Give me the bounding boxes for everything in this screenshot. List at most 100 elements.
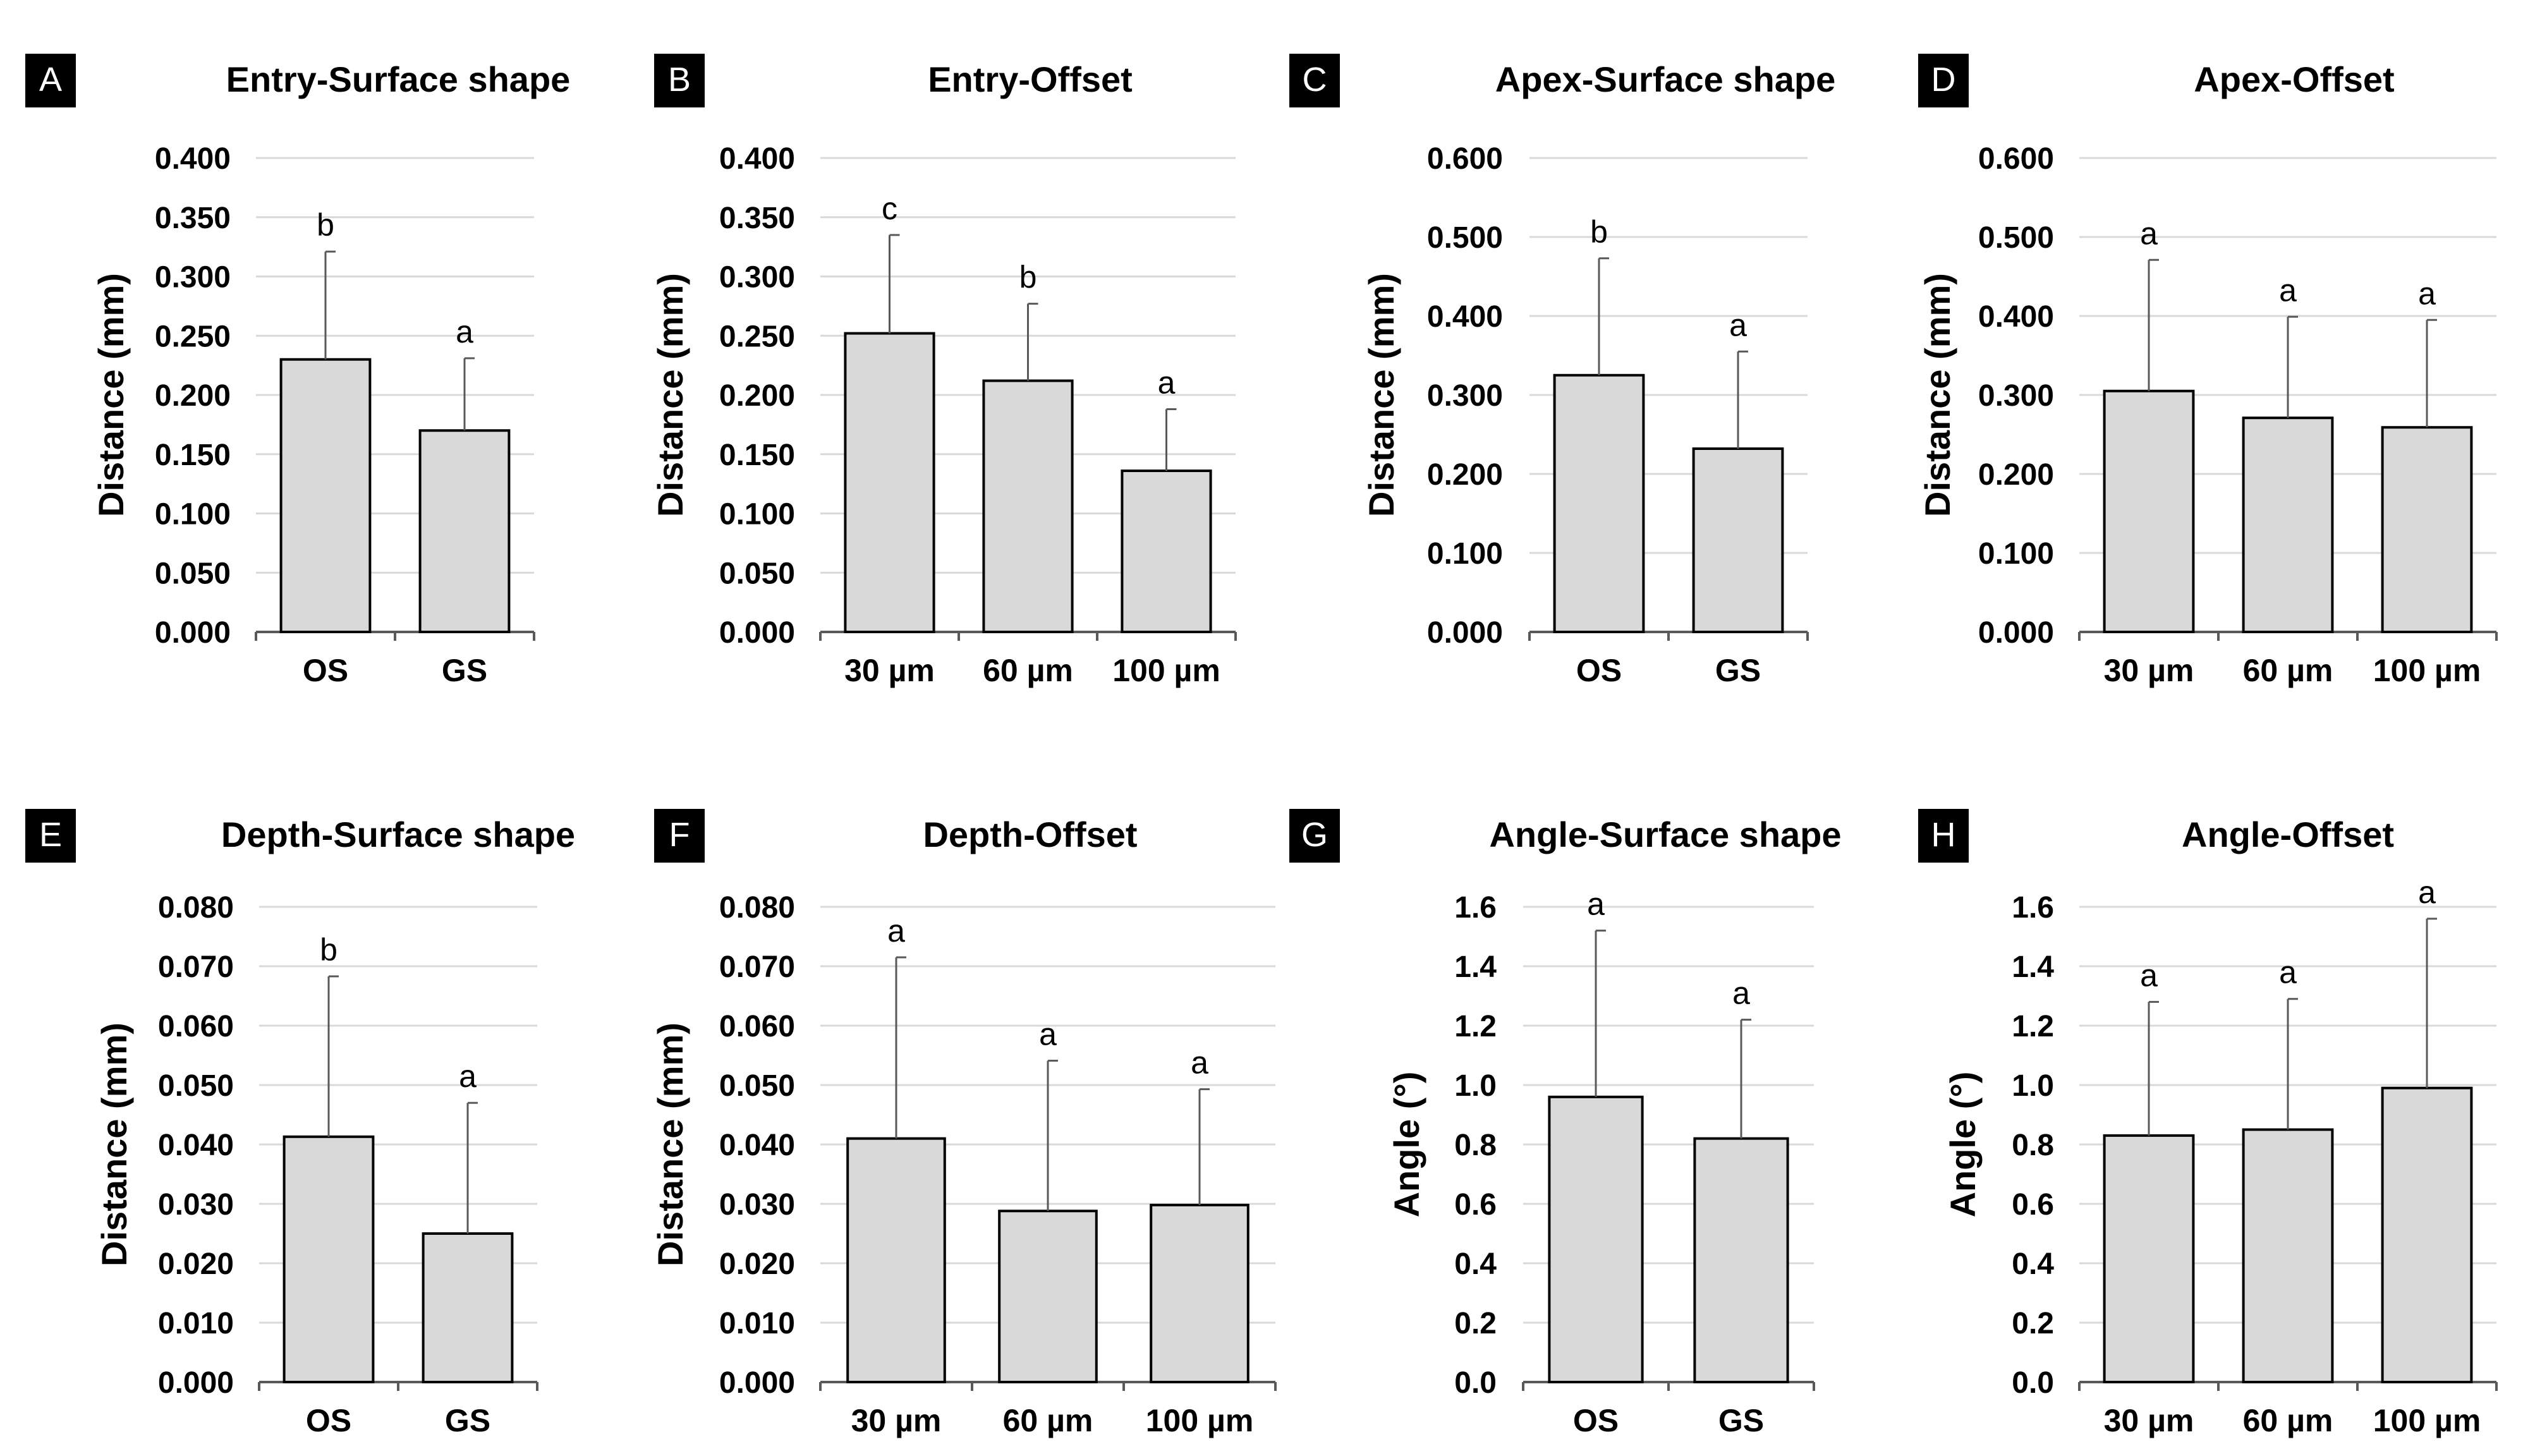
- y-tick-label: 0.400: [155, 142, 231, 176]
- significance-letter: a: [887, 913, 905, 949]
- y-tick-label: 0.010: [158, 1307, 234, 1340]
- y-tick-label: 1.4: [2012, 950, 2054, 984]
- panel-label-box: [25, 809, 76, 863]
- significance-letter: a: [2140, 957, 2158, 993]
- y-tick-label: 0.050: [158, 1069, 234, 1103]
- significance-letter: a: [2418, 875, 2436, 910]
- y-axis-label: Distance (mm): [1361, 273, 1401, 517]
- y-tick-label: 1.6: [2012, 891, 2054, 925]
- y-tick-label: 1.4: [1454, 950, 1497, 984]
- panel-label-box: [1289, 54, 1340, 107]
- y-tick-label: 0.000: [155, 616, 231, 650]
- panel-label: C: [1303, 61, 1327, 99]
- y-axis-label: Distance (mm): [650, 273, 690, 517]
- x-tick-label: 30 µm: [2104, 653, 2194, 688]
- significance-letter: a: [1039, 1016, 1057, 1052]
- panel-label: E: [39, 816, 62, 854]
- y-tick-label: 0.100: [1978, 537, 2054, 571]
- y-tick-label: 1.2: [2012, 1010, 2054, 1043]
- x-tick-label: OS: [306, 1403, 351, 1438]
- y-tick-label: 0.300: [1427, 379, 1503, 413]
- y-tick-label: 1.6: [1454, 891, 1497, 925]
- chart-panel-h: H Angle-Offset 0.0 0.2 0.4 0.6 0.8 1.0 1.2 1.4 1.6…: [1918, 809, 2498, 1438]
- panel-label-box: [654, 54, 705, 107]
- y-axis-label: Distance (mm): [1918, 273, 1957, 517]
- panel-label-box: [1918, 54, 1969, 107]
- y-tick-label: 0.020: [158, 1247, 234, 1281]
- x-tick-label: 60 µm: [983, 653, 1073, 688]
- x-tick-label: 30 µm: [844, 653, 935, 688]
- y-tick-label: 0.020: [719, 1247, 795, 1281]
- x-tick-label: GS: [442, 653, 487, 688]
- chart-title: Entry-Surface shape: [226, 59, 571, 99]
- y-tick-label: 0.0: [1454, 1366, 1497, 1400]
- y-tick-label: 0.000: [719, 616, 795, 650]
- y-tick-label: 0.300: [719, 261, 795, 294]
- y-tick-label: 0.300: [155, 261, 231, 294]
- y-tick-label: 0.080: [719, 891, 795, 925]
- bar: [2103, 389, 2195, 633]
- bar: [283, 1135, 375, 1384]
- y-tick-label: 0.250: [719, 320, 795, 353]
- bar: [279, 358, 372, 633]
- y-tick-label: 0.010: [719, 1307, 795, 1340]
- significance-letter: c: [882, 191, 897, 226]
- y-tick-label: 0.0: [2012, 1366, 2054, 1400]
- bar: [2242, 416, 2334, 633]
- significance-letter: b: [1019, 260, 1037, 295]
- chart-title: Depth-Offset: [923, 815, 1137, 854]
- y-tick-label: 0.040: [158, 1129, 234, 1162]
- chart-panel-b: B Entry-Offset 0.000 0.050 0.100 0.150 0.200 0.…: [650, 54, 1237, 688]
- significance-letter: a: [1587, 887, 1605, 922]
- significance-letter: a: [1732, 976, 1750, 1011]
- y-axis-label: Distance (mm): [91, 273, 131, 517]
- y-tick-label: 0.070: [719, 950, 795, 984]
- x-tick-label: 60 µm: [2243, 653, 2333, 688]
- y-tick-label: 0.070: [158, 950, 234, 984]
- y-tick-label: 0.500: [1978, 221, 2054, 255]
- significance-letter: a: [2140, 215, 2158, 251]
- bar: [1121, 470, 1212, 633]
- bar: [846, 1137, 946, 1383]
- x-tick-label: GS: [1715, 653, 1761, 688]
- y-tick-label: 0.600: [1978, 142, 2054, 176]
- chart-title: Apex-Offset: [2194, 59, 2394, 99]
- chart-title: Depth-Surface shape: [221, 815, 575, 854]
- panel-label-box: [25, 54, 76, 107]
- y-tick-label: 0.2: [1454, 1307, 1497, 1340]
- y-tick-label: 0.6: [2012, 1188, 2054, 1222]
- x-tick-label: 60 µm: [1003, 1403, 1093, 1438]
- panel-label: G: [1301, 816, 1328, 854]
- y-tick-label: 0.350: [719, 202, 795, 235]
- y-tick-label: 0.050: [719, 557, 795, 590]
- panel-label-box: [1289, 809, 1340, 863]
- y-tick-label: 0.300: [1978, 379, 2054, 413]
- y-tick-label: 0.040: [719, 1129, 795, 1162]
- chart-panel-c: C Apex-Surface shape 0.000 0.100 0.200 0.300 0…: [1289, 54, 1835, 688]
- significance-letter: b: [320, 932, 337, 968]
- x-tick-label: OS: [1573, 1403, 1619, 1438]
- chart-panel-a: A Entry-Surface shape 0.000 0.050 0.100 0.150…: [25, 54, 570, 688]
- significance-letter: a: [2279, 272, 2297, 308]
- panel-label: F: [669, 816, 690, 854]
- y-tick-label: 0.080: [158, 891, 234, 925]
- significance-letter: a: [459, 1059, 477, 1094]
- y-tick-label: 0.060: [719, 1010, 795, 1043]
- bar: [1548, 1095, 1644, 1384]
- y-tick-label: 0.100: [719, 498, 795, 531]
- y-axis-label: Angle (°): [1387, 1072, 1426, 1218]
- y-axis-label: Angle (°): [1943, 1072, 1983, 1218]
- chart-title: Angle-Offset: [2182, 815, 2394, 854]
- bar: [1692, 447, 1784, 633]
- x-tick-label: 100 µm: [1146, 1403, 1254, 1438]
- y-tick-label: 0.000: [1978, 616, 2054, 650]
- chart-panel-d: D Apex-Offset 0.000 0.100 0.200 0.300 0.400 0.5…: [1918, 54, 2498, 688]
- bar: [982, 379, 1074, 633]
- y-axis-label: Distance (mm): [650, 1022, 690, 1266]
- y-tick-label: 1.0: [1454, 1069, 1497, 1103]
- y-tick-label: 0.6: [1454, 1188, 1497, 1222]
- bar: [844, 332, 935, 633]
- bar: [418, 429, 511, 633]
- panel-label-box: [1918, 809, 1969, 863]
- bar: [1693, 1137, 1789, 1383]
